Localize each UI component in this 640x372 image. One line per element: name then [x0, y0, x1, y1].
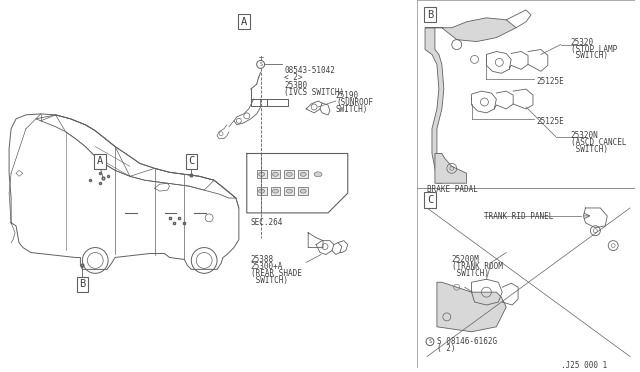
Text: ( 2): ( 2) [437, 344, 456, 353]
Ellipse shape [273, 172, 278, 176]
Ellipse shape [259, 189, 264, 193]
FancyBboxPatch shape [271, 170, 280, 178]
Text: SWITCH): SWITCH) [571, 51, 607, 61]
Text: (IVCS SWITCH): (IVCS SWITCH) [284, 88, 344, 97]
Ellipse shape [286, 172, 292, 176]
Text: 25200M: 25200M [452, 256, 479, 264]
Text: SWITCH): SWITCH) [336, 105, 368, 114]
FancyBboxPatch shape [271, 187, 280, 195]
Text: 25320: 25320 [571, 38, 594, 46]
Text: S: S [259, 62, 262, 67]
Text: A: A [97, 156, 103, 166]
Text: (TRANK ROOM: (TRANK ROOM [452, 262, 502, 272]
Ellipse shape [273, 189, 278, 193]
Polygon shape [425, 18, 516, 42]
Text: S: S [429, 339, 431, 344]
FancyBboxPatch shape [257, 187, 267, 195]
Text: 25388: 25388 [251, 256, 274, 264]
Ellipse shape [259, 172, 264, 176]
Polygon shape [425, 28, 444, 183]
Ellipse shape [300, 189, 306, 193]
Polygon shape [437, 282, 506, 332]
Text: (REAR SHADE: (REAR SHADE [251, 269, 301, 278]
FancyBboxPatch shape [298, 170, 308, 178]
Text: SEC.264: SEC.264 [251, 218, 283, 227]
Text: B: B [79, 279, 86, 289]
Ellipse shape [314, 172, 322, 177]
Text: 25125E: 25125E [536, 77, 564, 86]
Text: SWITCH): SWITCH) [571, 145, 607, 154]
Text: 08543-51042: 08543-51042 [284, 66, 335, 76]
Text: C: C [188, 156, 195, 166]
FancyBboxPatch shape [284, 187, 294, 195]
Text: 253B0: 253B0 [284, 81, 308, 90]
Text: (SUNROOF: (SUNROOF [336, 98, 373, 107]
Text: TRANK RID PANEL: TRANK RID PANEL [484, 212, 554, 221]
Text: 25190: 25190 [336, 91, 359, 100]
Text: A: A [241, 17, 247, 27]
Text: 25320N: 25320N [571, 131, 598, 140]
Text: BRAKE PADAL: BRAKE PADAL [427, 185, 478, 194]
Text: S 08146-6162G: S 08146-6162G [437, 337, 497, 346]
Text: .J25 000 1: .J25 000 1 [561, 362, 607, 371]
FancyBboxPatch shape [257, 170, 267, 178]
Ellipse shape [286, 189, 292, 193]
Text: < 2>: < 2> [284, 73, 303, 82]
Polygon shape [435, 154, 467, 183]
Text: 25125E: 25125E [536, 117, 564, 126]
FancyBboxPatch shape [298, 187, 308, 195]
Ellipse shape [300, 172, 306, 176]
Text: SWITCH): SWITCH) [251, 276, 288, 285]
FancyBboxPatch shape [284, 170, 294, 178]
Text: SWITCH): SWITCH) [452, 269, 489, 278]
Text: 25300+A: 25300+A [251, 262, 283, 272]
Text: (STOP LAMP: (STOP LAMP [571, 45, 617, 54]
Text: (ASCD CANCEL: (ASCD CANCEL [571, 138, 626, 147]
Text: C: C [427, 195, 433, 205]
Text: B: B [427, 10, 433, 20]
